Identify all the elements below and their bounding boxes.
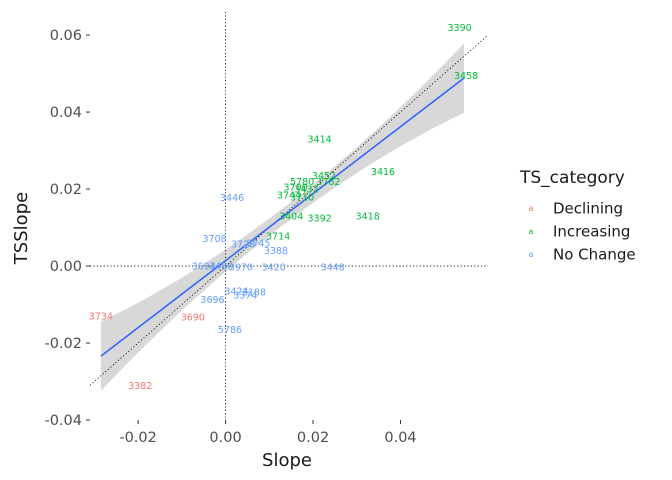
point-label: 3374 bbox=[233, 290, 257, 301]
point-label: 3708 bbox=[203, 234, 227, 245]
point-label: 3744 bbox=[277, 190, 301, 201]
x-axis-title: Slope bbox=[262, 450, 312, 471]
x-axis: -0.02 0.00 0.02 0.04 bbox=[119, 420, 417, 446]
point-label: 3416 bbox=[371, 167, 395, 178]
point-label: 3448 bbox=[321, 262, 345, 273]
point-label: 3734 bbox=[89, 312, 113, 323]
y-tick-label: 0.06 bbox=[50, 28, 82, 44]
point-label: 3414 bbox=[308, 135, 332, 146]
legend-entry-label: Increasing bbox=[553, 223, 630, 241]
legend-entry-label: No Change bbox=[553, 246, 636, 264]
point-label: 3424 bbox=[224, 287, 248, 298]
point-label: 3446 bbox=[220, 193, 244, 204]
x-tick-label: 0.00 bbox=[209, 430, 241, 446]
point-label: 3480 bbox=[209, 262, 233, 273]
point-label: 3970 bbox=[229, 262, 253, 273]
point-label: 3694 bbox=[192, 262, 216, 273]
legend-key-glyph: a bbox=[529, 204, 534, 213]
reference-lines-group bbox=[89, 12, 489, 420]
x-tick-label: 0.04 bbox=[384, 430, 416, 446]
point-label: 5780 bbox=[290, 177, 314, 188]
point-label: 3700 bbox=[284, 183, 308, 194]
point-label: 3404 bbox=[279, 212, 303, 223]
fit-line-group bbox=[100, 77, 465, 357]
point-label: 3745 bbox=[246, 238, 270, 249]
point-label: 3420 bbox=[262, 262, 286, 273]
x-tick-label: -0.02 bbox=[119, 430, 157, 446]
legend: TS_category a Declining a Increasing a No Cha… bbox=[519, 168, 636, 264]
point-label: 3388 bbox=[264, 246, 288, 257]
point-label: 3382 bbox=[128, 381, 152, 392]
x-tick-label: 0.02 bbox=[297, 430, 329, 446]
point-label: 3714 bbox=[266, 232, 290, 243]
point-label: 3452 bbox=[312, 171, 336, 182]
y-tick-label: 0.00 bbox=[50, 259, 82, 275]
point-label: 3690 bbox=[181, 313, 205, 324]
point-label: 3418 bbox=[356, 212, 380, 223]
point-label: 3458 bbox=[454, 71, 478, 82]
y-tick-label: 0.02 bbox=[50, 182, 82, 198]
point-label: 3710 bbox=[290, 192, 314, 203]
y-tick-label: 0.04 bbox=[50, 105, 82, 121]
legend-entry-label: Declining bbox=[553, 200, 623, 218]
regression-fit-line bbox=[100, 77, 465, 357]
point-label: 3728 bbox=[231, 240, 255, 251]
point-label: 3188 bbox=[242, 288, 266, 299]
y-axis-title: TSSlope bbox=[11, 192, 32, 265]
legend-title: TS_category bbox=[519, 168, 625, 188]
point-label: 3696 bbox=[200, 295, 224, 306]
point-labels-group: 3734 3690 3382 3390 3458 3414 3416 345237825780… bbox=[89, 23, 478, 392]
y-tick-label: -0.04 bbox=[44, 413, 82, 429]
y-tick-label: -0.02 bbox=[44, 336, 82, 352]
y-axis: -0.04 -0.02 0.00 0.02 0.04 0.06 bbox=[44, 28, 90, 429]
point-label: 3432 bbox=[294, 185, 318, 196]
legend-key-glyph: a bbox=[529, 250, 534, 259]
point-label: 3782 bbox=[316, 177, 340, 188]
point-label: 5786 bbox=[218, 325, 242, 336]
point-label: 3390 bbox=[448, 23, 472, 34]
point-label: 3392 bbox=[308, 213, 332, 224]
legend-key-glyph: a bbox=[529, 227, 534, 236]
